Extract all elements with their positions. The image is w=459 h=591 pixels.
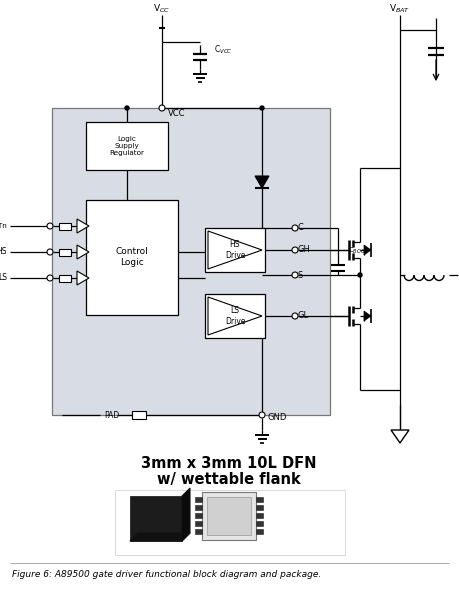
- Circle shape: [260, 106, 264, 110]
- Bar: [195, 505, 202, 510]
- Bar: [207, 497, 251, 535]
- Circle shape: [125, 106, 129, 110]
- Text: Logic
Supply
Regulator: Logic Supply Regulator: [110, 136, 145, 156]
- Text: GL: GL: [298, 311, 309, 320]
- Bar: [195, 497, 202, 502]
- Bar: [195, 513, 202, 518]
- Bar: [202, 492, 256, 540]
- Polygon shape: [208, 231, 262, 269]
- Bar: [205, 228, 265, 272]
- Polygon shape: [364, 311, 371, 321]
- Text: VCC: VCC: [168, 109, 185, 118]
- Bar: [195, 521, 202, 526]
- Text: 3mm x 3mm 10L DFN: 3mm x 3mm 10L DFN: [141, 456, 317, 471]
- Circle shape: [159, 105, 165, 111]
- Circle shape: [292, 272, 298, 278]
- Bar: [86, 200, 178, 315]
- Text: HS
Drive: HS Drive: [225, 241, 245, 259]
- Text: V$_{BAT}$: V$_{BAT}$: [389, 3, 411, 15]
- Text: V$_{CC}$: V$_{CC}$: [153, 3, 171, 15]
- Bar: [256, 497, 263, 502]
- Circle shape: [47, 223, 53, 229]
- Text: C: C: [298, 223, 304, 232]
- Bar: [130, 496, 182, 541]
- Bar: [59, 274, 71, 281]
- Circle shape: [47, 249, 53, 255]
- Text: HS: HS: [0, 248, 7, 256]
- Circle shape: [292, 225, 298, 231]
- Text: RESETn: RESETn: [0, 223, 7, 229]
- Polygon shape: [77, 271, 89, 285]
- Polygon shape: [77, 245, 89, 259]
- Text: C$_{BOOT}$: C$_{BOOT}$: [348, 246, 369, 256]
- Text: PAD: PAD: [104, 411, 119, 420]
- Bar: [132, 411, 146, 419]
- Circle shape: [292, 247, 298, 253]
- Bar: [86, 122, 168, 170]
- Polygon shape: [77, 219, 89, 233]
- Bar: [256, 529, 263, 534]
- Bar: [205, 294, 265, 338]
- Bar: [59, 248, 71, 255]
- Polygon shape: [130, 533, 190, 541]
- Bar: [115, 490, 345, 555]
- Text: GND: GND: [268, 413, 287, 421]
- Polygon shape: [208, 297, 262, 335]
- Polygon shape: [391, 430, 409, 443]
- Text: Figure 6: A89500 gate driver functional block diagram and package.: Figure 6: A89500 gate driver functional …: [12, 570, 321, 579]
- Bar: [256, 505, 263, 510]
- Bar: [256, 513, 263, 518]
- Bar: [256, 521, 263, 526]
- Polygon shape: [255, 176, 269, 188]
- Bar: [52, 108, 330, 415]
- Circle shape: [358, 273, 362, 277]
- Text: Control
Logic: Control Logic: [116, 247, 148, 267]
- Text: LS: LS: [0, 274, 7, 282]
- Text: S: S: [298, 271, 303, 280]
- Circle shape: [259, 412, 265, 418]
- Bar: [59, 222, 71, 229]
- Text: w/ wettable flank: w/ wettable flank: [157, 472, 301, 487]
- Text: LS
Drive: LS Drive: [225, 306, 245, 326]
- Text: C$_{VCC}$: C$_{VCC}$: [214, 44, 233, 56]
- Text: GH: GH: [298, 245, 311, 255]
- Bar: [195, 529, 202, 534]
- Circle shape: [292, 313, 298, 319]
- Polygon shape: [182, 488, 190, 541]
- Polygon shape: [364, 245, 371, 255]
- Circle shape: [47, 275, 53, 281]
